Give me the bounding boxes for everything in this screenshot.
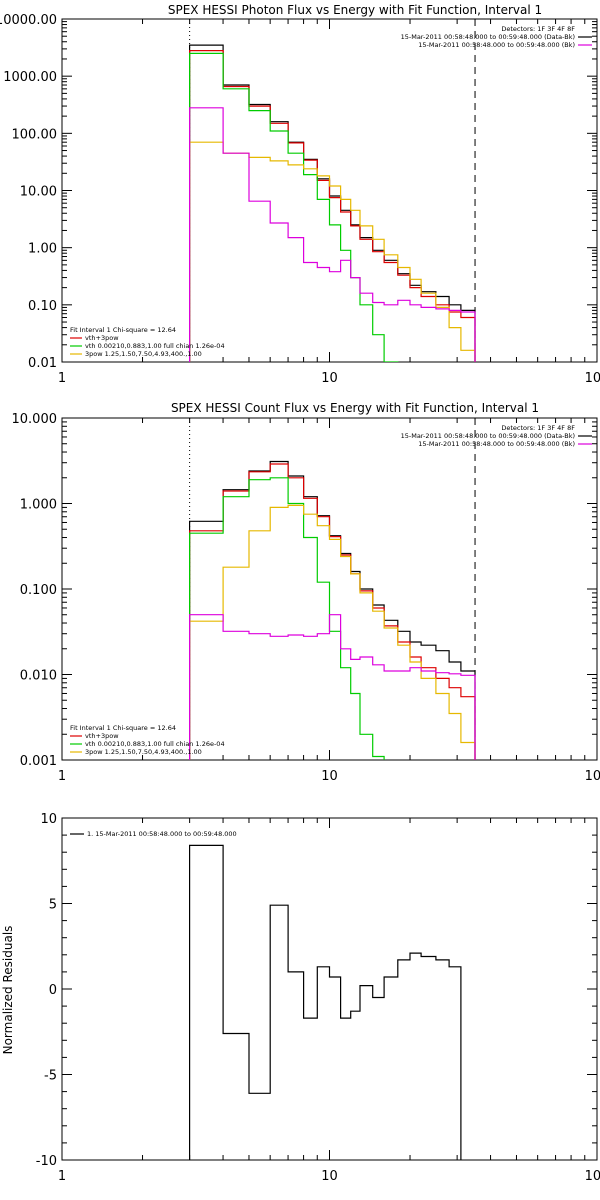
legend-entry: vth+3pow xyxy=(85,334,119,342)
legend-entry: Fit Interval 1 Chi-square = 12.64 xyxy=(70,326,176,334)
legend-entry: 3pow 1.25,1.50,7.50,4.93,400.,1.00 xyxy=(85,350,202,358)
y-tick-label: 1.00 xyxy=(28,242,57,257)
y-tick-label: 10.00 xyxy=(20,185,57,200)
series-line xyxy=(189,614,476,760)
series-line xyxy=(189,463,476,760)
series-line xyxy=(189,504,476,760)
legend-entry: 1. 15-Mar-2011 00:58:48.000 to 00:59:48.… xyxy=(87,830,237,838)
legend-entry: Fit Interval 1 Chi-square = 12.64 xyxy=(70,724,176,732)
y-tick-label: 100.00 xyxy=(12,127,58,142)
x-tick-label: 1 xyxy=(58,769,66,784)
y-tick-label: 0.010 xyxy=(20,669,57,684)
photon-flux-chart: SPEX HESSI Photon Flux vs Energy with Fi… xyxy=(0,3,600,386)
x-tick-label: 100 xyxy=(585,1169,600,1184)
x-tick-label: 10 xyxy=(321,1169,338,1184)
y-tick-label: 5 xyxy=(49,898,57,913)
y-tick-label: 10.000 xyxy=(12,412,58,427)
y-tick-label: 0.100 xyxy=(20,583,57,598)
x-tick-label: 1 xyxy=(58,371,66,386)
y-tick-label: 1000.00 xyxy=(3,70,57,85)
legend-entry: Detectors: 1F 3F 4F 8F xyxy=(501,25,575,33)
y-tick-label: 10 xyxy=(40,812,57,827)
y-tick-label: 10000.00 xyxy=(0,13,57,28)
x-tick-label: 100 xyxy=(585,769,600,784)
legend-entry: vth 0.00210,0.883,1.00 full chian 1.26e-… xyxy=(85,740,225,748)
legend-entry: vth+3pow xyxy=(85,732,119,740)
series-line xyxy=(189,460,476,760)
legend-entry: vth 0.00210,0.883,1.00 full chian 1.26e-… xyxy=(85,342,225,350)
y-tick-label: 0.001 xyxy=(20,754,57,769)
y-tick-label: -10 xyxy=(36,1154,57,1169)
series-line xyxy=(189,52,399,362)
y-tick-label: 1.000 xyxy=(20,498,57,513)
series-line xyxy=(189,44,476,362)
count-flux-chart: SPEX HESSI Count Flux vs Energy with Fit… xyxy=(12,401,600,784)
series-line xyxy=(189,141,476,362)
residuals-chart: Normalized Residuals 1 10 100 -10 -5 0 5 10 1. 1… xyxy=(1,812,600,1184)
legend-entry: 15-Mar-2011 00:58:48.000 to 00:59:48.000… xyxy=(401,432,575,440)
y-tick-label: 0.01 xyxy=(28,356,57,371)
series-line xyxy=(189,477,385,760)
legend-entry: Detectors: 1F 3F 4F 8F xyxy=(501,424,575,432)
chart-title: SPEX HESSI Photon Flux vs Energy with Fi… xyxy=(168,3,542,17)
series-line xyxy=(189,844,462,1160)
y-tick-label: -5 xyxy=(44,1069,57,1084)
legend-entry: 3pow 1.25,1.50,7.50,4.93,400.,1.00 xyxy=(85,748,202,756)
y-axis-label: Normalized Residuals xyxy=(1,926,15,1055)
x-tick-label: 10 xyxy=(321,371,338,386)
legend-entry: 15-Mar-2011 00:58:48.000 to 00:59:48.000… xyxy=(401,33,575,41)
legend-entry: 15-Mar-2011 00:58:48.000 to 00:59:48.000… xyxy=(418,41,575,49)
x-tick-label: 10 xyxy=(321,769,338,784)
legend-entry: 15-Mar-2011 00:58:48.000 to 00:59:48.000… xyxy=(418,440,575,448)
x-tick-label: 1 xyxy=(58,1169,66,1184)
chart-title: SPEX HESSI Count Flux vs Energy with Fit… xyxy=(171,401,539,415)
series-line xyxy=(189,49,476,362)
x-tick-label: 100 xyxy=(585,371,600,386)
y-tick-label: 0 xyxy=(49,983,57,998)
plot-frame xyxy=(61,817,598,1161)
y-tick-label: 0.10 xyxy=(28,299,57,314)
series-line xyxy=(189,107,476,362)
